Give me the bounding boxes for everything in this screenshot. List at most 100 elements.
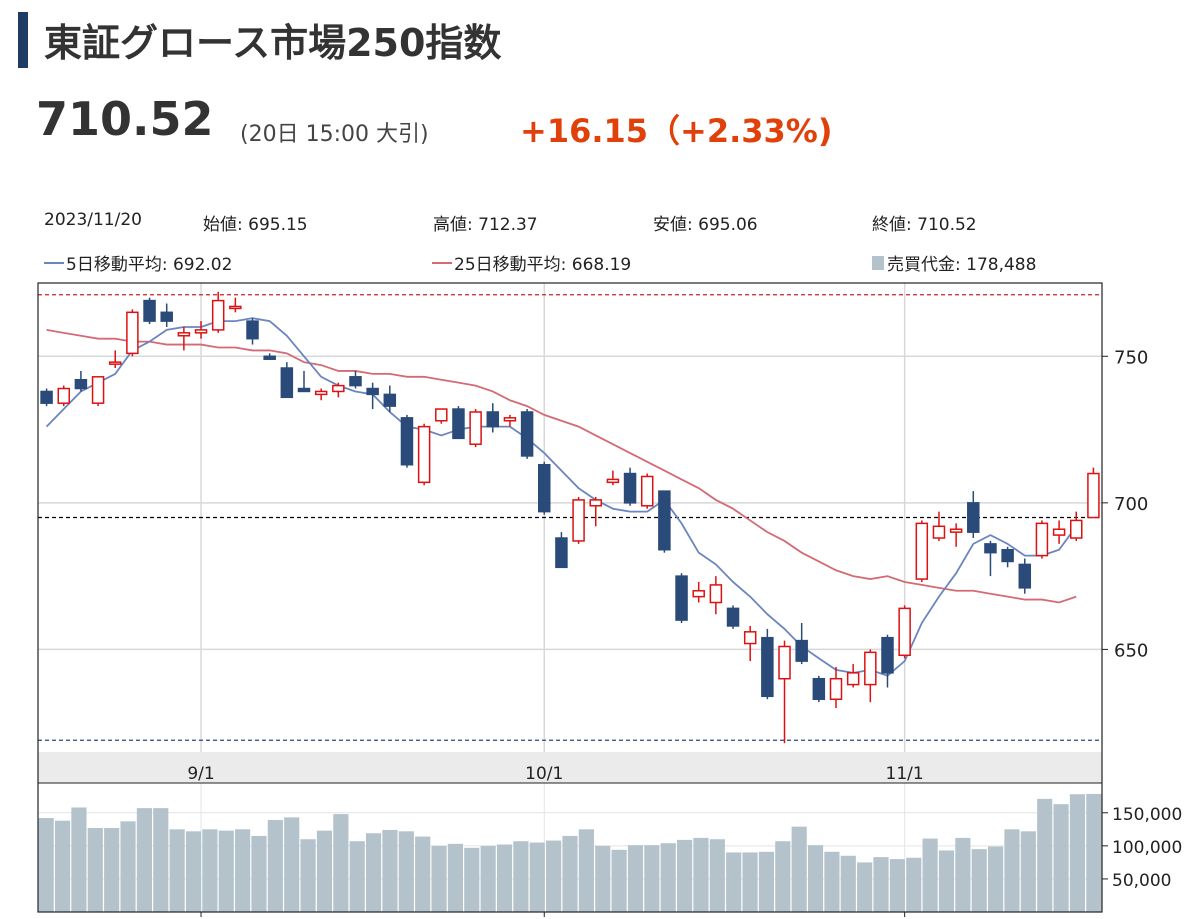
- volume-bar: [185, 831, 202, 912]
- chart-axes: 9/1 10/1 11/1 650 700 750 50,000 100,000 150,000: [37, 282, 1182, 917]
- candle: [160, 303, 173, 327]
- volume-bar: [71, 807, 87, 912]
- legend-volume: 売買代金: 178,488: [872, 250, 1036, 275]
- volume-bar: [1053, 804, 1069, 912]
- candle-body-down: [246, 320, 259, 340]
- volume-bar: [938, 850, 955, 912]
- info-date: 2023/11/20: [44, 210, 142, 230]
- candle: [383, 385, 397, 412]
- price-tick-label: 700: [1114, 494, 1148, 515]
- candle-body-up: [332, 384, 345, 393]
- candle: [949, 523, 963, 547]
- candle-body-up: [709, 584, 723, 604]
- candle: [297, 370, 311, 393]
- volume-bar: [300, 839, 316, 912]
- volume-bar: [677, 839, 693, 912]
- candle: [881, 634, 894, 688]
- candle-body-up: [229, 305, 242, 310]
- volume-bar: [218, 830, 234, 912]
- candle: [709, 576, 723, 615]
- volume-bar: [333, 814, 349, 912]
- candle-body-up: [572, 499, 585, 542]
- candle: [1035, 520, 1049, 559]
- volume-bar: [644, 845, 660, 912]
- candle-body-down: [366, 387, 379, 396]
- volume-bar: [693, 837, 709, 912]
- candle-body-down: [40, 390, 53, 404]
- volume-bar: [906, 857, 922, 912]
- volume-bar: [709, 839, 725, 912]
- candle-body-down: [160, 311, 173, 322]
- volume-bar: [480, 845, 496, 912]
- volume-bar: [791, 826, 807, 912]
- volume-bar: [955, 837, 971, 912]
- candle-body-down: [452, 408, 465, 440]
- candle: [743, 625, 757, 662]
- legend-ma5: 5日移動平均: 692.02: [44, 250, 232, 275]
- volume-bar: [398, 831, 414, 912]
- candle: [932, 511, 946, 541]
- candle: [538, 461, 551, 515]
- volume-bar: [807, 845, 824, 912]
- candle-body-up: [898, 607, 911, 657]
- volume-bar: [726, 852, 742, 912]
- candle-body-up: [932, 525, 946, 539]
- candle-body-up: [915, 522, 929, 580]
- volume-bar: [104, 827, 120, 912]
- candle-body-down: [795, 639, 808, 662]
- candle-body-up: [108, 361, 122, 365]
- candle: [898, 605, 911, 659]
- volume-bar: [349, 841, 365, 912]
- volume-bar: [922, 838, 938, 912]
- candle: [74, 370, 88, 392]
- volume-bar: [595, 845, 611, 912]
- candle-body-up: [829, 677, 843, 700]
- volume-bar: [824, 851, 840, 912]
- candle-body-up: [864, 651, 877, 686]
- candle: [366, 382, 379, 410]
- candle: [263, 353, 276, 360]
- candle: [91, 376, 105, 407]
- candle-body-down: [349, 376, 362, 387]
- volume-bar: [202, 829, 218, 912]
- candle: [984, 540, 997, 577]
- candle-body-up: [194, 329, 208, 334]
- chart-frame: [37, 282, 1103, 913]
- chart-grid: [38, 283, 1102, 912]
- x-tick-label: 11/1: [886, 764, 924, 784]
- candle: [675, 573, 688, 624]
- candle: [572, 496, 585, 544]
- volume-tick-label: 150,000: [1112, 805, 1182, 825]
- reference-lines: [38, 294, 1102, 741]
- candle: [658, 490, 671, 553]
- x-tick-label: 9/1: [187, 764, 214, 784]
- candle-body-down: [881, 636, 894, 674]
- candle-body-down: [538, 463, 551, 513]
- candle: [417, 423, 431, 486]
- candle-body-up: [211, 299, 225, 331]
- date-label-band: [38, 752, 1102, 783]
- legend-volume-label: 売買代金: 178,488: [887, 255, 1037, 275]
- volume-bar: [742, 852, 758, 912]
- candle: [40, 388, 53, 407]
- candle: [503, 414, 517, 427]
- candle-body-up: [417, 425, 431, 484]
- candle: [761, 628, 774, 700]
- ma25-line: [46, 329, 1077, 604]
- candle: [486, 403, 500, 433]
- volume-bar: [627, 845, 644, 912]
- volume-bar: [267, 820, 283, 912]
- candle-body-up: [503, 417, 517, 422]
- volume-bar: [988, 846, 1004, 912]
- legend-volume-swatch: [872, 256, 884, 270]
- candle: [246, 318, 259, 345]
- candle-body-up: [1087, 472, 1100, 519]
- candle: [143, 297, 156, 325]
- candle-body-down: [486, 411, 500, 428]
- candle: [812, 675, 826, 703]
- candle: [915, 520, 929, 582]
- candle-body-down: [383, 393, 397, 407]
- candle-body-up: [314, 390, 328, 396]
- candle: [967, 491, 980, 539]
